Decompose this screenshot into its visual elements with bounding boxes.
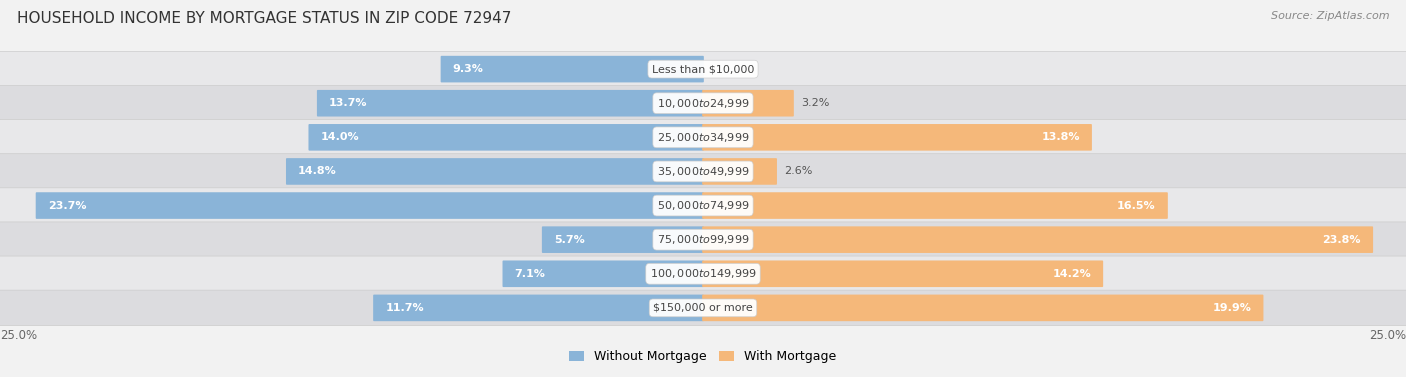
Text: 19.9%: 19.9% <box>1212 303 1251 313</box>
Text: 25.0%: 25.0% <box>1369 329 1406 342</box>
Text: $150,000 or more: $150,000 or more <box>654 303 752 313</box>
Legend: Without Mortgage, With Mortgage: Without Mortgage, With Mortgage <box>564 345 842 368</box>
FancyBboxPatch shape <box>0 86 1406 121</box>
Text: HOUSEHOLD INCOME BY MORTGAGE STATUS IN ZIP CODE 72947: HOUSEHOLD INCOME BY MORTGAGE STATUS IN Z… <box>17 11 512 26</box>
FancyBboxPatch shape <box>0 256 1406 291</box>
Text: 16.5%: 16.5% <box>1118 201 1156 211</box>
FancyBboxPatch shape <box>702 124 1092 151</box>
FancyBboxPatch shape <box>0 188 1406 223</box>
Text: 23.7%: 23.7% <box>48 201 86 211</box>
Text: 25.0%: 25.0% <box>0 329 37 342</box>
FancyBboxPatch shape <box>308 124 704 151</box>
FancyBboxPatch shape <box>316 90 704 116</box>
FancyBboxPatch shape <box>702 294 1264 321</box>
Text: $10,000 to $24,999: $10,000 to $24,999 <box>657 97 749 110</box>
FancyBboxPatch shape <box>0 120 1406 155</box>
FancyBboxPatch shape <box>0 154 1406 189</box>
Text: 13.8%: 13.8% <box>1042 132 1080 143</box>
FancyBboxPatch shape <box>702 90 794 116</box>
FancyBboxPatch shape <box>702 158 778 185</box>
Text: $100,000 to $149,999: $100,000 to $149,999 <box>650 267 756 280</box>
Text: 9.3%: 9.3% <box>453 64 484 74</box>
Text: 13.7%: 13.7% <box>329 98 367 108</box>
FancyBboxPatch shape <box>541 226 704 253</box>
Text: 3.2%: 3.2% <box>801 98 830 108</box>
Text: 23.8%: 23.8% <box>1323 234 1361 245</box>
Text: 11.7%: 11.7% <box>385 303 423 313</box>
FancyBboxPatch shape <box>702 192 1168 219</box>
FancyBboxPatch shape <box>702 261 1104 287</box>
Text: $75,000 to $99,999: $75,000 to $99,999 <box>657 233 749 246</box>
FancyBboxPatch shape <box>373 294 704 321</box>
Text: Less than $10,000: Less than $10,000 <box>652 64 754 74</box>
FancyBboxPatch shape <box>702 226 1374 253</box>
Text: 7.1%: 7.1% <box>515 269 546 279</box>
Text: 14.0%: 14.0% <box>321 132 359 143</box>
Text: $50,000 to $74,999: $50,000 to $74,999 <box>657 199 749 212</box>
Text: 14.8%: 14.8% <box>298 166 337 176</box>
FancyBboxPatch shape <box>0 222 1406 257</box>
FancyBboxPatch shape <box>35 192 704 219</box>
Text: 5.7%: 5.7% <box>554 234 585 245</box>
FancyBboxPatch shape <box>440 56 704 83</box>
FancyBboxPatch shape <box>502 261 704 287</box>
Text: 2.6%: 2.6% <box>785 166 813 176</box>
FancyBboxPatch shape <box>0 290 1406 326</box>
FancyBboxPatch shape <box>0 51 1406 87</box>
Text: Source: ZipAtlas.com: Source: ZipAtlas.com <box>1271 11 1389 21</box>
Text: 14.2%: 14.2% <box>1052 269 1091 279</box>
FancyBboxPatch shape <box>285 158 704 185</box>
Text: $25,000 to $34,999: $25,000 to $34,999 <box>657 131 749 144</box>
Text: $35,000 to $49,999: $35,000 to $49,999 <box>657 165 749 178</box>
